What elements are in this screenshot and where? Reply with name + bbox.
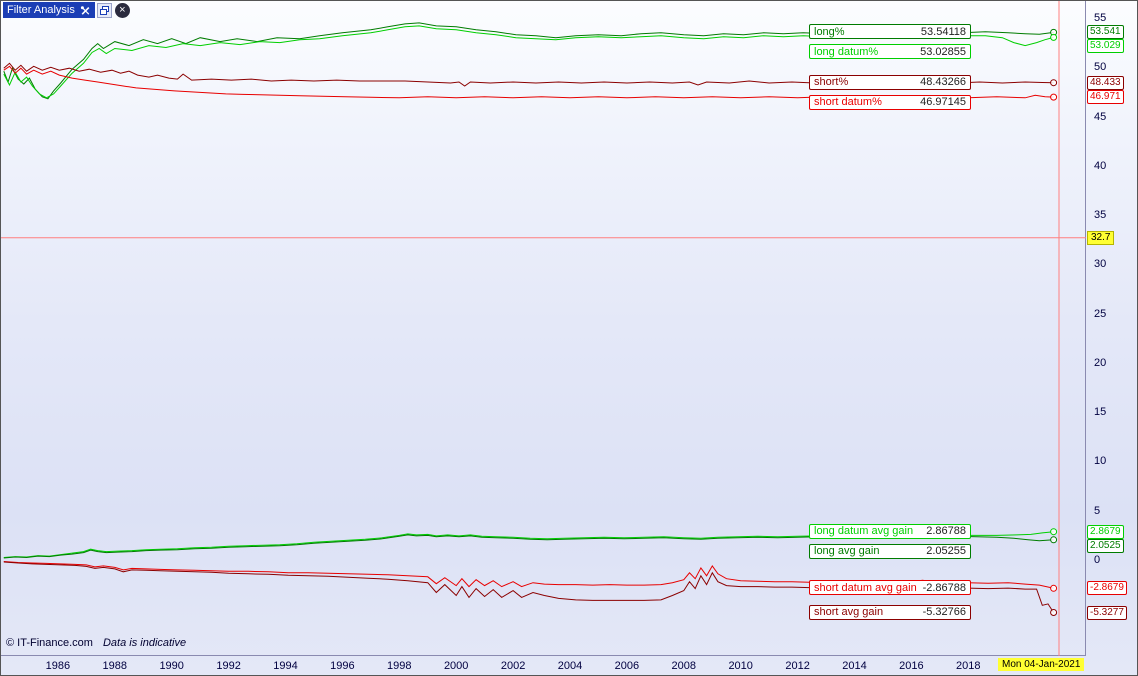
series-label-long-datum-avg-gain[interactable]: long datum avg gain 2.86788 [809,523,971,539]
series-label-short-avg-gain[interactable]: short avg gain -5.32766 [809,604,971,620]
y-axis-tick-label: 25 [1094,307,1107,320]
x-axis-tick-label: 2002 [500,660,526,672]
y-axis-tick-label: 5 [1094,504,1101,517]
y-axis-tick-label: 0 [1094,554,1101,566]
crosshair-value-tag: 32.7 [1087,231,1115,245]
x-axis-tick-label: 2008 [671,660,697,672]
price-tag: 53.029 [1087,39,1124,54]
series-label-value: -2.86788 [922,581,966,594]
y-axis-tick-label: 50 [1094,61,1107,74]
long-datum-avg-gain-end-marker [1050,528,1058,536]
series-label-short-datum-avg-gain[interactable]: short datum avg gain -2.86788 [809,580,971,596]
x-axis-tick-label: 1988 [102,660,128,672]
series-label-long-datum-pct[interactable]: long datum% 53.02855 [809,44,971,60]
chart-canvas [1,1,1086,656]
y-axis-tick-label: 55 [1094,11,1107,24]
series-label-value: 2.05255 [926,545,966,558]
price-tag: -2.8679 [1087,581,1127,596]
series-label-name: short avg gain [814,606,884,618]
series-label-name: long datum avg gain [814,525,914,538]
titlebar-main[interactable]: Filter Analysis [3,2,95,18]
series-label-long-avg-gain[interactable]: long avg gain 2.05255 [809,543,971,559]
series-label-long-pct[interactable]: long% 53.54118 [809,24,971,40]
tools-icon[interactable] [80,5,91,16]
footer: © IT-Finance.com Data is indicative [6,637,186,649]
crosshair-date-tag: Mon 04-Jan-2021 [998,658,1085,671]
series-label-value: 48.43266 [920,76,966,89]
short-datum-pct-end-marker [1050,93,1058,101]
y-axis-tick-label: 45 [1094,110,1107,123]
price-tag: 2.8679 [1087,524,1124,539]
y-axis-tick-label: 20 [1094,356,1107,369]
x-axis-tick-label: 1986 [45,660,71,672]
series-label-name: long avg gain [814,545,880,558]
x-axis-tick-label: 2016 [899,660,924,672]
series-labels-layer: long% 53.54118 long datum% 53.02855 short% 48… [1,1,1086,656]
x-axis[interactable]: Mon 04-Jan-2021 1986 1988 1990 1992 1994 1996… [1,656,1086,675]
series-label-value: -5.32766 [922,606,966,618]
x-axis-tick-label: 2018 [956,660,981,672]
price-tag: 48.433 [1087,75,1124,90]
series-label-name: short datum avg gain [814,581,917,594]
y-axis-tick-label: 10 [1094,455,1107,468]
copyright-text: © IT-Finance.com [6,637,93,649]
price-tag: 2.0525 [1087,538,1124,553]
x-axis-tick-label: 1998 [387,660,412,672]
short-pct-end-marker [1050,79,1058,87]
x-axis-tick-label: 1990 [159,660,184,672]
y-axis-tick-label: 30 [1094,258,1107,271]
window-title: Filter Analysis [7,4,75,16]
series-label-name: short datum% [814,96,882,109]
x-axis-tick-label: 2014 [842,660,867,672]
x-axis-tick-label: 2006 [614,660,640,672]
y-axis[interactable]: 32.7 55 50 45 40 35 30 25 20 15 10 5 0 53.541 53.029 4… [1086,1,1137,656]
series-label-short-datum-pct[interactable]: short datum% 46.97145 [809,94,971,110]
series-label-value: 53.02855 [920,45,966,58]
series-label-value: 46.97145 [920,96,966,109]
y-axis-tick-label: 15 [1094,406,1107,419]
long-avg-gain-end-marker [1050,536,1058,544]
x-axis-tick-label: 2000 [443,660,469,672]
x-axis-tick-label: 1992 [216,660,241,672]
indicative-note: Data is indicative [102,637,187,649]
price-tag: -5.3277 [1087,605,1127,620]
x-axis-tick-label: 1994 [273,660,298,672]
price-tag: 53.541 [1087,25,1124,40]
short-avg-gain-end-marker [1050,609,1058,616]
series-label-short-pct[interactable]: short% 48.43266 [809,74,971,90]
series-label-name: short% [814,76,849,89]
short-datum-avg-gain-end-marker [1050,584,1058,592]
x-axis-tick-label: 2012 [785,660,810,672]
x-axis-tick-label: 1996 [330,660,355,672]
series-label-name: long datum% [814,45,879,58]
series-label-value: 2.86788 [926,525,966,538]
series-label-value: 53.54118 [920,25,966,38]
chart-plot-area[interactable]: long% 53.54118 long datum% 53.02855 short% 48… [1,1,1086,656]
x-axis-tick-label: 2010 [728,660,753,672]
series-label-name: long% [814,25,845,38]
y-axis-tick-label: 40 [1094,159,1107,172]
titlebar[interactable]: Filter Analysis × [3,2,130,18]
restore-icon[interactable] [96,2,112,18]
close-icon[interactable]: × [114,2,130,18]
x-axis-tick-label: 2004 [557,660,583,672]
long-datum-pct-end-marker [1050,33,1058,41]
y-axis-tick-label: 35 [1094,209,1107,222]
price-tag: 46.971 [1087,90,1124,105]
